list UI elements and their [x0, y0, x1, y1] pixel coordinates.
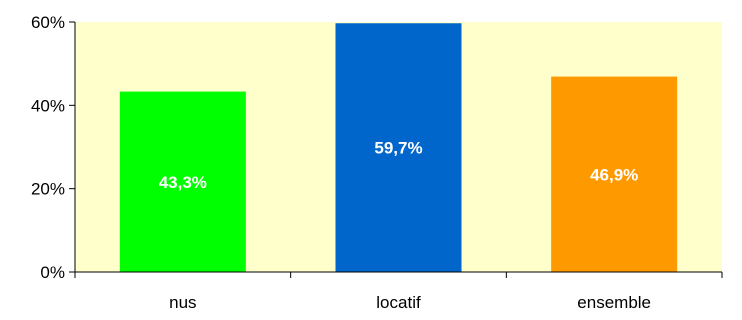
y-tick-label: 0%	[40, 263, 65, 282]
bar-nus	[119, 91, 246, 272]
y-ticks-group: 0% 20% 40% 60%	[31, 13, 75, 282]
data-label-ensemble: 46,9%	[590, 165, 638, 184]
data-label-locatif: 59,7%	[374, 139, 422, 158]
y-tick-label: 40%	[31, 96, 65, 115]
data-label-nus: 43,3%	[159, 173, 207, 192]
y-tick-label: 60%	[31, 13, 65, 32]
bars-group	[119, 23, 678, 272]
y-tick-label: 20%	[31, 180, 65, 199]
x-category-label: nus	[169, 293, 196, 312]
x-category-label: locatif	[376, 293, 421, 312]
data-labels-group: 43,3% 59,7% 46,9%	[159, 139, 639, 192]
bar-locatif	[335, 23, 462, 272]
x-category-label: ensemble	[577, 293, 651, 312]
bar-ensemble	[551, 76, 678, 272]
x-ticks-group: nus locatif ensemble	[74, 272, 723, 312]
